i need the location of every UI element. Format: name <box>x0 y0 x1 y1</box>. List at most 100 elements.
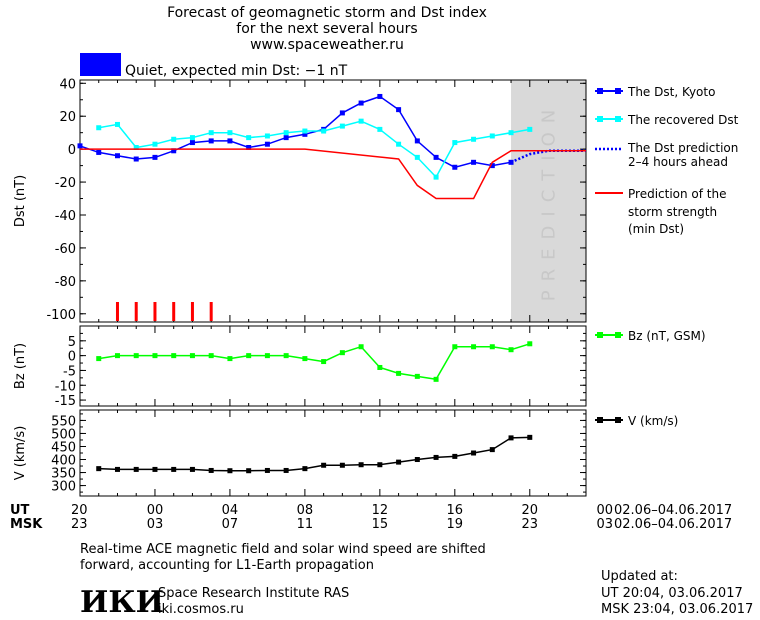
data-point <box>508 347 514 353</box>
legend-v: V (km/s) <box>595 414 678 428</box>
prediction-zone <box>511 80 586 322</box>
data-point <box>358 100 364 106</box>
data-point <box>283 130 289 136</box>
msk-date-range: 02.06–04.06.2017 <box>614 517 732 532</box>
data-point <box>471 450 477 456</box>
data-point <box>171 136 177 142</box>
data-point <box>152 154 158 160</box>
data-point <box>114 353 120 359</box>
data-point <box>339 350 345 356</box>
data-point <box>114 121 120 127</box>
data-point <box>452 140 458 146</box>
data-point <box>489 447 495 453</box>
y-tick-label: 40 <box>59 77 76 92</box>
data-point <box>433 454 439 460</box>
header-subtitle: for the next several hours <box>236 21 417 37</box>
data-point <box>283 467 289 473</box>
data-point <box>189 353 195 359</box>
data-point <box>452 344 458 350</box>
footer-note-line-1: Real-time ACE magnetic field and solar w… <box>80 542 486 557</box>
data-point <box>433 154 439 160</box>
y-tick-label: 350 <box>51 467 76 482</box>
data-point <box>208 130 214 136</box>
data-point <box>377 364 383 370</box>
ut-tick-label: 20 <box>522 503 539 518</box>
legend-bz-marker <box>615 332 621 338</box>
data-point <box>302 466 308 472</box>
data-point <box>264 467 270 473</box>
legend-storm-strength-label-2: storm strength <box>628 205 717 219</box>
data-point <box>358 118 364 124</box>
data-point <box>396 141 402 147</box>
data-point <box>171 466 177 472</box>
data-point <box>246 353 252 359</box>
header-url[interactable]: www.spaceweather.ru <box>250 37 404 53</box>
data-point <box>114 466 120 472</box>
ut-axis-label: UT <box>10 503 30 518</box>
data-point <box>264 141 270 147</box>
data-point <box>414 373 420 379</box>
data-point <box>302 131 308 137</box>
y-tick-label: -5 <box>63 364 76 379</box>
panel-dst: PREDICTION 40 20 0 -20 -40 -60 -80 -100 Dst (nT) <box>13 77 587 323</box>
series-line-0-3 <box>80 148 586 200</box>
data-point <box>302 356 308 362</box>
data-point <box>246 144 252 150</box>
series-line-2-0 <box>98 436 530 472</box>
y-tick-label: -15 <box>55 394 76 409</box>
header-title: Forecast of geomagnetic storm and Dst in… <box>167 5 487 21</box>
data-point <box>152 466 158 472</box>
data-point <box>471 159 477 165</box>
data-point <box>527 434 533 440</box>
y-tick-label: -20 <box>55 176 76 191</box>
data-point <box>396 107 402 113</box>
ut-tick-label: 20 <box>71 503 88 518</box>
updated-ut: UT 20:04, 03.06.2017 <box>601 586 743 601</box>
data-point <box>227 468 233 474</box>
data-point <box>396 370 402 376</box>
y-tick-label: 0 <box>68 350 76 365</box>
y-tick-label: 500 <box>51 427 76 442</box>
prediction-zone-label: PREDICTION <box>539 101 560 301</box>
msk-tick-label: 11 <box>297 517 314 532</box>
y-tick-label: -100 <box>46 308 76 323</box>
msk-tick-label: 23 <box>71 517 88 532</box>
ut-date-range: 02.06–04.06.2017 <box>614 503 732 518</box>
data-point <box>189 466 195 472</box>
data-point <box>227 138 233 144</box>
data-point <box>433 174 439 180</box>
data-point <box>152 141 158 147</box>
legend-dst-prediction-label-1: The Dst prediction <box>627 141 738 155</box>
legend-storm-strength-label-1: Prediction of the <box>628 187 727 201</box>
data-point <box>283 353 289 359</box>
data-point <box>377 93 383 99</box>
institute-name: Space Research Institute RAS <box>158 586 349 601</box>
data-point <box>208 138 214 144</box>
data-point <box>246 468 252 474</box>
institute-site[interactable]: iki.cosmos.ru <box>158 602 244 617</box>
y-tick-label: -40 <box>55 209 76 224</box>
msk-tick-label: 03 <box>596 517 613 532</box>
y-tick-label: 0 <box>68 143 76 158</box>
legend-v-marker <box>615 417 621 423</box>
data-point <box>489 163 495 169</box>
data-point <box>508 130 514 136</box>
legend-bz: Bz (nT, GSM) <box>595 329 706 343</box>
legend-dst-recovered-marker <box>597 116 603 122</box>
y-tick-label: -60 <box>55 242 76 257</box>
updated-msk: MSK 23:04, 03.06.2017 <box>601 602 753 617</box>
data-point <box>77 143 83 149</box>
legend-dst-recovered-marker <box>615 116 621 122</box>
data-point <box>171 148 177 154</box>
data-point <box>133 353 139 359</box>
data-point <box>114 153 120 159</box>
data-point <box>171 353 177 359</box>
series-line-0-1 <box>98 120 530 179</box>
ut-tick-label: 08 <box>297 503 314 518</box>
data-point <box>133 156 139 162</box>
data-point <box>321 462 327 468</box>
iki-logo: ИКИ <box>80 585 164 620</box>
